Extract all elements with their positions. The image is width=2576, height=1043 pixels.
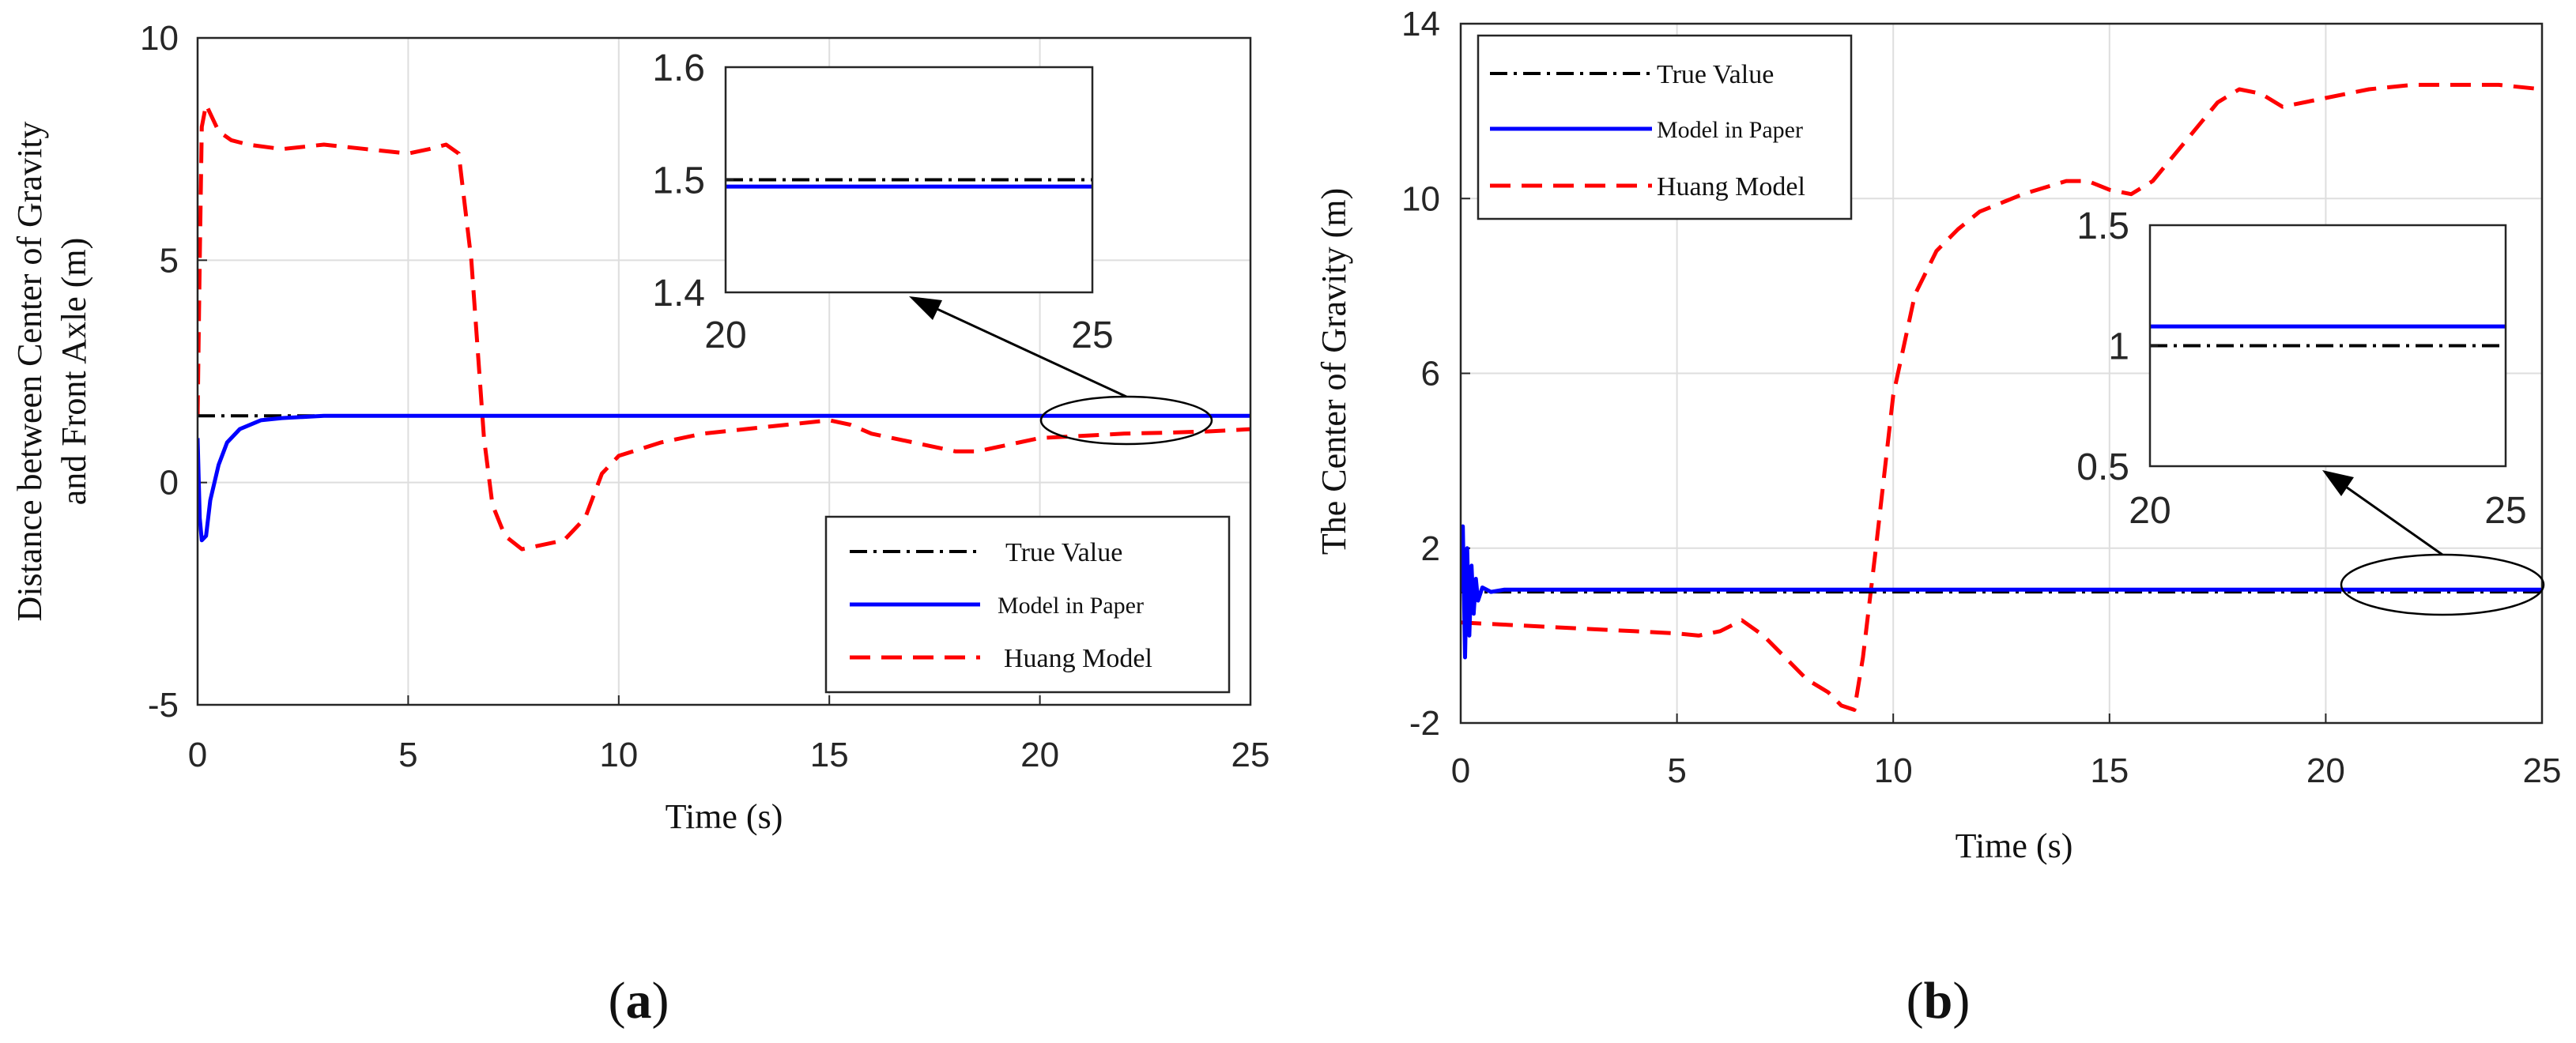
inset-tick-labels: 20 25 0.5 1 1.5 [2076,205,2526,532]
x-tick-label: 15 [810,736,849,774]
zoom-arrowhead [2322,470,2354,496]
x-tick-label: 10 [599,736,638,774]
inset-y-tick-label: 0.5 [2076,446,2129,488]
inset-y-tick-label: 1.6 [652,47,705,89]
inset-x-tick-label: 25 [2484,490,2526,532]
x-tick-label: 5 [398,736,417,774]
series-line-model-in-paper [198,413,1250,543]
y-axis-label-line-1: Distance between Center of Gravity [10,122,49,622]
zoom-region-ellipse [1039,395,1213,446]
inset-tick-labels: 20 25 1.4 1.5 1.6 [652,47,1113,356]
inset-x-tick-label: 25 [1071,314,1113,356]
legend-label-huang-model: Huang Model [1004,644,1152,673]
series-line-huang-model [198,102,1250,552]
y-tick-label: 14 [1401,5,1440,43]
inset-y-tick-label: 1.4 [652,273,705,314]
x-tick-label: 25 [2523,751,2562,790]
legend-label-true-value: True Value [1005,538,1122,567]
y-tick-label: 6 [1421,355,1440,393]
y-tick-label: -2 [1409,704,1440,743]
legend: True Value Model in Paper Huang Model [1477,34,1853,220]
y-axis-label: The Center of Gravity (m) [1314,188,1353,555]
y-tick-label: -5 [148,686,179,725]
inset-zoom-plot: 20 25 0.5 1 1.5 [2076,205,2526,532]
plot-frame [196,36,1252,706]
series-group [198,102,1250,552]
x-axis-label: Time (s) [1956,826,2073,865]
y-tick-labels: -5 0 5 10 [140,19,179,725]
x-tick-label: 10 [1874,751,1913,790]
x-tick-label: 0 [1451,751,1470,790]
inset-x-tick-label: 20 [2129,490,2171,532]
legend-label-model-in-paper: Model in Paper [998,593,1144,619]
y-tick-label: 0 [160,464,179,503]
zoom-arrowhead [909,296,942,320]
y-tick-label: 5 [160,241,179,280]
x-tick-label: 25 [1231,736,1270,774]
panel-caption-b: (b) [1907,972,1971,1030]
y-tick-label: 10 [140,19,179,58]
inset-series-group [726,178,1092,189]
y-tick-label: 10 [1401,179,1440,218]
y-tick-label: 2 [1421,529,1440,568]
inset-series-group [2150,324,2506,348]
x-axis-label: Time (s) [666,797,783,836]
legend-label-huang-model: Huang Model [1657,172,1805,201]
x-tick-labels: 0 5 10 15 20 25 [1451,751,2562,790]
zoom-region-ellipse [2340,553,2545,616]
inset-y-tick-label: 1.5 [652,160,705,202]
x-tick-label: 20 [1020,736,1059,774]
legend: True Value Model in Paper Huang Model [824,515,1231,694]
zoom-arrow [921,300,1127,398]
y-axis-label-line-2: and Front Axle (m) [55,238,93,506]
inset-y-tick-label: 1 [2108,326,2129,368]
inset-x-tick-label: 20 [704,314,746,356]
series-line-model-in-paper [1461,524,2542,660]
plot-frame [1459,22,2544,725]
y-tick-labels: -2 2 6 10 14 [1401,5,1440,743]
x-tick-label: 20 [2306,751,2345,790]
inset-y-tick-label: 1.5 [2076,205,2129,247]
series-line-huang-model [1461,82,2542,712]
caption-letter: b [1924,972,1953,1030]
x-tick-label: 5 [1667,751,1686,790]
inset-zoom-plot: 20 25 1.4 1.5 1.6 [652,47,1113,356]
caption-letter: a [626,972,652,1030]
legend-label-model-in-paper: Model in Paper [1657,117,1803,143]
x-tick-label: 0 [188,736,207,774]
series-group [1461,82,2542,712]
zoom-arrow [2335,478,2443,556]
x-tick-labels: 0 5 10 15 20 25 [188,736,1270,774]
panel-caption-a: (a) [609,972,669,1030]
legend-label-true-value: True Value [1657,60,1774,89]
x-tick-label: 15 [2090,751,2129,790]
chart-panel-b: 0 5 10 15 20 25 -2 2 6 10 14 Time (s) The Center … [1314,5,2561,1030]
